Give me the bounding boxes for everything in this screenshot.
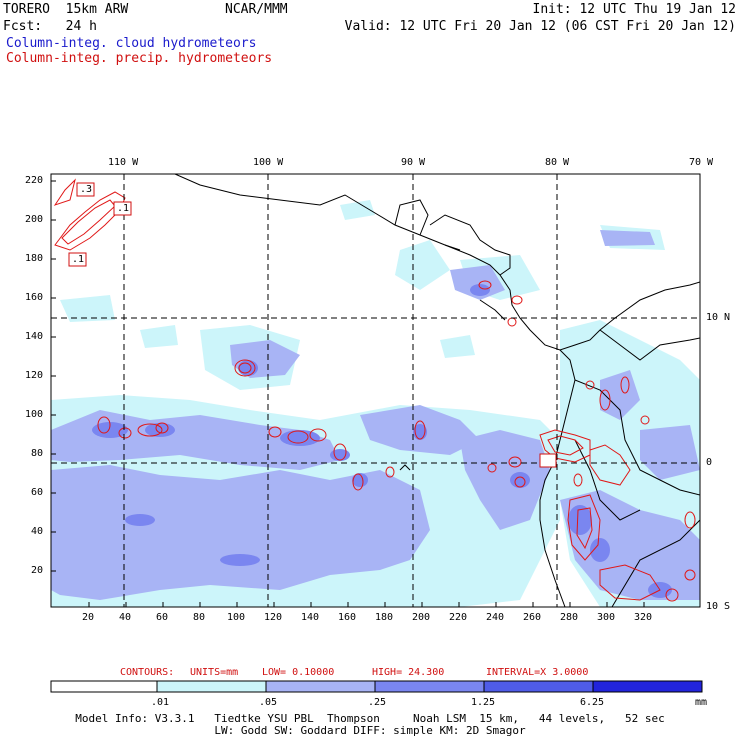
x-tick-label: 60 bbox=[156, 612, 169, 623]
contours-units: UNITS=mm bbox=[190, 667, 239, 678]
latlon-gridlines bbox=[51, 174, 700, 607]
y-tick-label: 160 bbox=[25, 292, 44, 303]
contours-interval: INTERVAL=X 3.0000 bbox=[486, 667, 589, 678]
x-tick-label: 240 bbox=[486, 612, 505, 623]
y-axis-ticks bbox=[51, 180, 56, 572]
lat-label-0: 0 bbox=[706, 457, 713, 468]
y-tick-label: 100 bbox=[25, 409, 44, 420]
x-tick-label: 300 bbox=[597, 612, 616, 623]
precip-field-label: Column-integ. precip. hydrometeors bbox=[6, 51, 273, 66]
precip-contours bbox=[53, 178, 696, 602]
x-tick-label: 260 bbox=[523, 612, 542, 623]
x-tick-label: 220 bbox=[449, 612, 468, 623]
contour-value-label: .1 bbox=[72, 254, 85, 265]
lon-label-90w: 90 W bbox=[401, 157, 426, 168]
y-tick-label: 40 bbox=[31, 526, 44, 537]
colorbar-level-label: 1.25 bbox=[471, 697, 496, 708]
x-tick-label: 80 bbox=[193, 612, 206, 623]
contours-low: LOW= 0.10000 bbox=[262, 667, 335, 678]
colorbar bbox=[50, 680, 703, 693]
contours-high: HIGH= 24.300 bbox=[372, 667, 445, 678]
y-tick-label: 220 bbox=[25, 175, 44, 186]
map-frame bbox=[50, 173, 701, 608]
y-tick-label: 200 bbox=[25, 214, 44, 225]
lon-label-110w: 110 W bbox=[108, 157, 139, 168]
lon-label-70w: 70 W bbox=[689, 157, 714, 168]
valid-time: Valid: 12 UTC Fri 20 Jan 12 (06 CST Fri … bbox=[344, 19, 736, 34]
x-tick-label: 100 bbox=[227, 612, 246, 623]
institution-label: NCAR/MMM bbox=[225, 2, 288, 17]
colorbar-level-label: .25 bbox=[368, 697, 387, 708]
colorbar-unit: mm bbox=[695, 697, 708, 708]
contours-label: CONTOURS: bbox=[120, 667, 175, 678]
x-tick-label: 280 bbox=[560, 612, 579, 623]
y-tick-label: 180 bbox=[25, 253, 44, 264]
y-tick-label: 120 bbox=[25, 370, 44, 381]
x-tick-label: 180 bbox=[375, 612, 394, 623]
lon-label-80w: 80 W bbox=[545, 157, 570, 168]
x-tick-label: 320 bbox=[634, 612, 653, 623]
y-tick-label: 80 bbox=[31, 448, 44, 459]
x-tick-label: 20 bbox=[82, 612, 95, 623]
x-tick-label: 200 bbox=[412, 612, 431, 623]
x-tick-label: 120 bbox=[264, 612, 283, 623]
model-info-line1: Model Info: V3.3.1 Tiedtke YSU PBL Thomp… bbox=[75, 712, 665, 725]
contour-value-label: .1 bbox=[117, 203, 130, 214]
colorbar-level-label: .01 bbox=[151, 697, 170, 708]
model-info-line2: LW: Godd SW: Goddard DIFF: simple KM: 2D… bbox=[214, 724, 526, 737]
lat-label-10s: 10 S bbox=[706, 601, 731, 612]
x-axis-ticks bbox=[88, 602, 645, 607]
contour-label-boxes bbox=[68, 182, 557, 468]
y-tick-label: 140 bbox=[25, 331, 44, 342]
x-tick-label: 140 bbox=[301, 612, 320, 623]
contour-value-label: .3 bbox=[80, 184, 93, 195]
cloud-field-label: Column-integ. cloud hydrometeors bbox=[6, 36, 257, 51]
lon-label-100w: 100 W bbox=[253, 157, 284, 168]
x-tick-label: 40 bbox=[119, 612, 132, 623]
y-tick-label: 60 bbox=[31, 487, 44, 498]
y-tick-label: 20 bbox=[31, 565, 44, 576]
x-tick-label: 160 bbox=[338, 612, 357, 623]
init-time: Init: 12 UTC Thu 19 Jan 12 bbox=[532, 2, 737, 17]
colorbar-level-label: .05 bbox=[259, 697, 278, 708]
colorbar-level-label: 6.25 bbox=[580, 697, 605, 708]
lat-label-10n: 10 N bbox=[706, 312, 731, 323]
forecast-hour: Fcst: 24 h bbox=[3, 19, 97, 34]
model-title: TORERO 15km ARW bbox=[3, 2, 129, 17]
